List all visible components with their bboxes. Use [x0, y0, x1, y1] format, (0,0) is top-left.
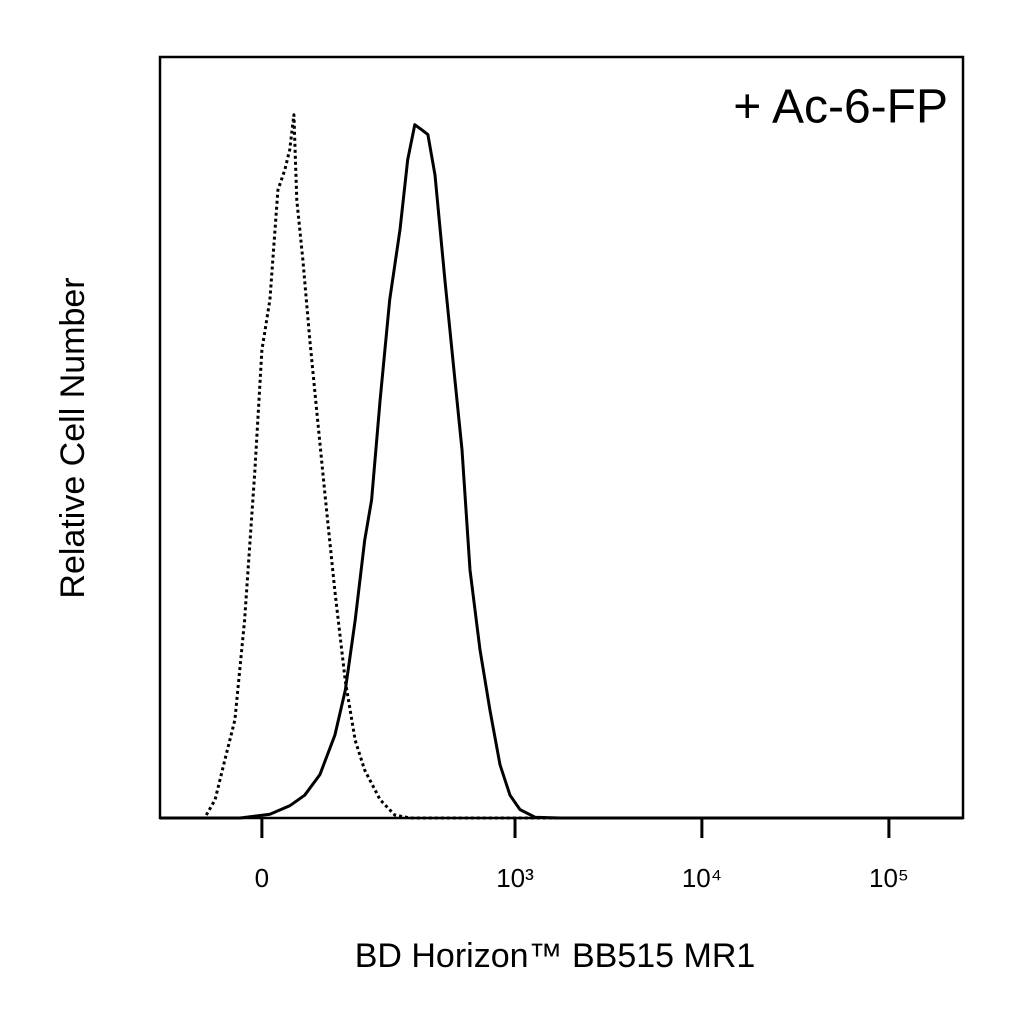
x-tick-label: 10⁵ — [869, 863, 909, 893]
x-axis-label: BD Horizon™ BB515 MR1 — [355, 937, 756, 975]
annotation: + Ac-6-FP — [733, 81, 948, 134]
x-tick-label: 10³ — [496, 863, 534, 893]
histogram-line — [160, 113, 963, 820]
x-tick-label: 0 — [255, 863, 269, 893]
plot-frame — [158, 55, 965, 820]
x-tick-label: 10⁴ — [682, 863, 722, 893]
y-axis-label: Relative Cell Number — [54, 277, 92, 598]
histogram-line — [160, 123, 963, 820]
